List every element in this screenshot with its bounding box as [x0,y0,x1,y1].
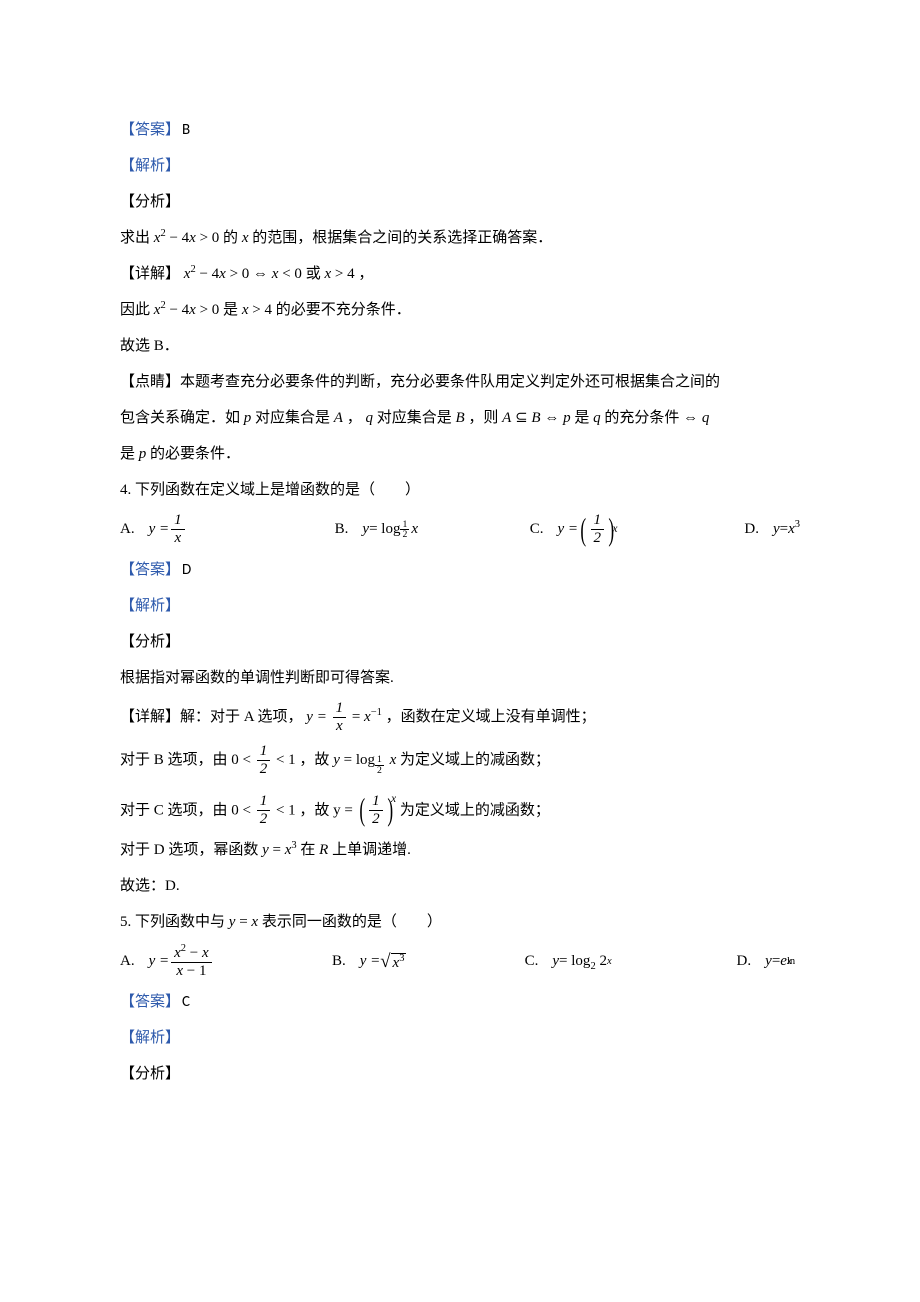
q5-options: A. y = x2 − xx − 1 B. y = √x3 C. y = log… [120,940,800,984]
q4-answer: 【答案】D [120,552,800,588]
q5-opt-b: B. y = √x3 [332,940,525,984]
q4-opt-c: C. y = (12)x [530,508,745,552]
q4-section-tag: 【分析】 [120,624,800,660]
q5-opt-c: C. y = log2 2x [525,940,737,984]
q4-analysis-tag: 【解析】 [120,588,800,624]
q4-detail-d: 对于 D 选项，幂函数 y = x3 在 R 上单调递增. [120,832,800,868]
q4-hence: 故选：D. [120,868,800,904]
q3-dianjing-l2: 包含关系确定．如 p 对应集合是 A ， q 对应集合是 B ，则 A ⊆ B … [120,400,800,436]
q3-hence: 故选 B． [120,328,800,364]
q3-dianjing-l3: 是 p 的必要条件． [120,436,800,472]
q4-detail-b: 对于 B 选项，由 0 < 12 < 1 ，故 y = log12 x 为定义域… [120,739,800,783]
q5-opt-a: A. y = x2 − xx − 1 [120,940,332,984]
q5-stem: 5. 下列函数中与 y = x 表示同一函数的是（ ） [120,904,800,940]
q3-therefore: 因此 x2 − 4x > 0 是 x > 4 的必要不充分条件． [120,292,800,328]
q4-stem: 4. 下列函数在定义域上是增函数的是（ ） [120,472,800,508]
fraction: 1x [171,513,185,546]
q4-opt-d: D. y = x3 [744,508,800,552]
q4-detail-c: 对于 C 选项，由 0 < 12 < 1 ，故 y = (12)x 为定义域上的… [120,783,800,833]
answer-tag: 【答案】 [120,122,180,138]
q4-options: A. y = 1x B. y = log12 x C. y = (12)x D.… [120,508,800,552]
q5-analysis-tag: 【解析】 [120,1020,800,1056]
q3-section-tag: 【分析】 [120,184,800,220]
q4-analysis-line: 根据指对幂函数的单调性判断即可得答案. [120,660,800,696]
answer-letter: B [182,121,190,139]
q3-dianjing-l1: 【点睛】本题考查充分必要条件的判断，充分必要条件队用定义判定外还可根据集合之间的 [120,364,800,400]
q3-detail: 【详解】 x2 − 4x > 0 ⇔ x < 0 或 x > 4 ， [120,256,800,292]
q5-section-tag: 【分析】 [120,1056,800,1092]
q4-opt-a: A. y = 1x [120,508,335,552]
q5-answer: 【答案】C [120,984,800,1020]
q3-analysis-tag: 【解析】 [120,148,800,184]
q5-opt-d: D. y = eln x [737,940,800,984]
q4-detail-a: 【详解】解：对于 A 选项， y = 1x = x−1 ，函数在定义域上没有单调… [120,696,800,740]
q3-answer: 【答案】B [120,112,800,148]
q3-analysis-line: 求出 x2 − 4x > 0 的 x 的范围，根据集合之间的关系选择正确答案． [120,220,800,256]
document-page: 【答案】B 【解析】 【分析】 求出 x2 − 4x > 0 的 x 的范围，根… [0,0,920,1302]
q4-opt-b: B. y = log12 x [335,508,530,552]
